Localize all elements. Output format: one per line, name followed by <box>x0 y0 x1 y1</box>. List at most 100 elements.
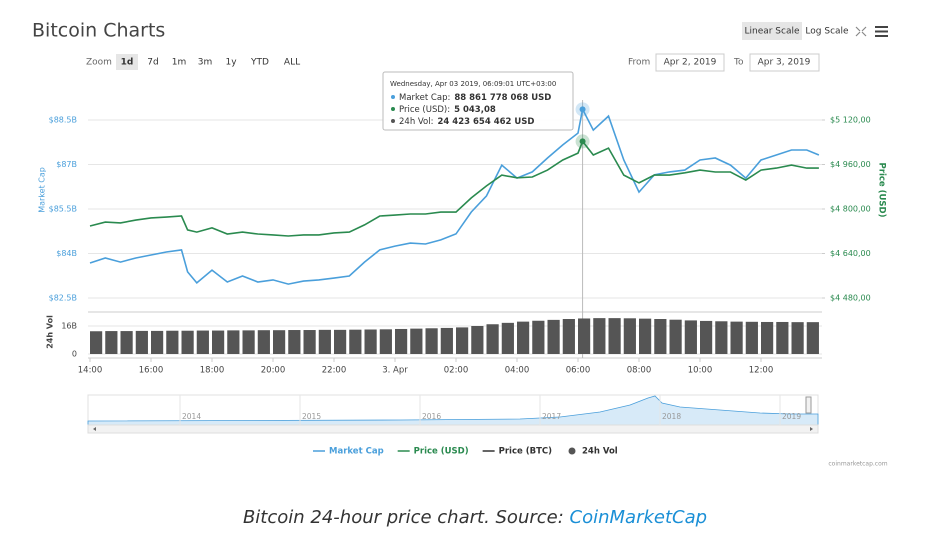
tooltip-bullet <box>391 107 395 111</box>
navigator-year: 2017 <box>542 412 561 421</box>
tooltip-bullet <box>391 95 395 99</box>
volume-bar <box>410 328 423 354</box>
volume-bar <box>379 329 392 354</box>
legend-label[interactable]: Price (BTC) <box>499 447 552 457</box>
from-input[interactable] <box>655 53 725 72</box>
navigator-year: 2016 <box>422 412 441 421</box>
navigator-year: 2015 <box>302 412 321 421</box>
from-label: From <box>628 58 650 68</box>
volume-bar <box>669 319 682 354</box>
navigator-year: 2019 <box>782 412 801 421</box>
legend-label[interactable]: 24h Vol <box>582 447 618 457</box>
volume-bar <box>212 330 225 354</box>
zoom-button[interactable]: ALL <box>284 58 300 68</box>
caption-link[interactable]: CoinMarketCap <box>569 507 708 528</box>
volume-bar <box>456 327 469 354</box>
y2-tick-label: $4 480,00 <box>830 294 871 303</box>
x-tick-label: 18:00 <box>200 366 225 376</box>
volume-bar <box>608 318 621 354</box>
hover-point <box>579 106 586 113</box>
tooltip-line: Price (USD): 5 043,08 <box>399 105 496 115</box>
volume-bar <box>486 324 499 354</box>
volume-bar <box>105 331 118 354</box>
volume-bar <box>151 330 164 354</box>
legend-label[interactable]: Price (USD) <box>414 447 469 457</box>
x-tick-label: 3. Apr <box>382 366 408 376</box>
volume-bar <box>639 318 652 354</box>
y2-tick-label: $5 120,00 <box>830 116 871 125</box>
zoom-button[interactable]: 3m <box>198 58 213 68</box>
y2-tick-label: $4 960,00 <box>830 160 871 169</box>
tooltip-date: Wednesday, Apr 03 2019, 06:09:01 UTC+03:… <box>390 80 556 88</box>
y2-tick-label: $4 640,00 <box>830 249 871 258</box>
zoom-button[interactable]: 1d <box>121 58 134 68</box>
legend-label[interactable]: Market Cap <box>329 447 384 457</box>
volume-bar <box>227 330 240 354</box>
title: Bitcoin Charts <box>32 20 165 42</box>
volume-bar <box>303 330 316 354</box>
tooltip-line: Market Cap: 88 861 778 068 USD <box>399 93 551 103</box>
volume-bar <box>700 320 713 354</box>
navigator-year: 2018 <box>662 412 681 421</box>
zoom-button[interactable]: 1m <box>172 58 187 68</box>
volume-bar <box>654 319 667 354</box>
volume-bar <box>334 329 347 354</box>
zoom-button[interactable]: 1y <box>225 58 237 68</box>
y-tick-label: $87B <box>56 160 77 169</box>
volume-bar <box>578 318 591 354</box>
tooltip-value: 5 043,08 <box>454 105 496 115</box>
volume-bar <box>288 330 301 354</box>
x-tick-label: 02:00 <box>444 366 469 376</box>
linear-scale[interactable]: Linear Scale <box>744 27 800 37</box>
tooltip: Wednesday, Apr 03 2019, 06:09:01 UTC+03:… <box>382 71 574 131</box>
volume-bar <box>684 320 697 354</box>
tooltip-value: 88 861 778 068 USD <box>454 93 551 103</box>
scrollbar[interactable] <box>87 424 819 434</box>
x-tick-label: 06:00 <box>566 366 591 376</box>
x-tick-label: 08:00 <box>627 366 652 376</box>
log-scale[interactable]: Log Scale <box>805 27 849 37</box>
zoom-button[interactable]: 7d <box>147 58 158 68</box>
volume-bar <box>166 330 179 354</box>
x-tick-label: 16:00 <box>139 366 164 376</box>
x-tick-label: 12:00 <box>749 366 774 376</box>
volume-bar <box>257 330 270 354</box>
y3-axis-label: 24h Vol <box>46 315 55 349</box>
y-tick-label: $88.5B <box>49 116 77 125</box>
volume-bar <box>364 329 377 354</box>
from-date: Apr 2, 2019 <box>664 58 717 68</box>
navigator-year: 2014 <box>182 412 201 421</box>
volume-bar <box>135 330 148 354</box>
y3-tick-label: 16B <box>61 322 77 331</box>
legend-symbol[interactable] <box>568 447 576 455</box>
y-tick-label: $82.5B <box>49 294 77 303</box>
caption-text: Bitcoin 24-hour price chart. Source: <box>242 507 570 528</box>
volume-bar <box>517 321 530 354</box>
series-line <box>89 106 820 285</box>
volume-bar <box>547 319 560 354</box>
to-input[interactable] <box>749 53 820 72</box>
volume-bar <box>761 321 774 354</box>
x-tick-label: 10:00 <box>688 366 713 376</box>
volume-bar <box>501 322 514 354</box>
volume-bar <box>196 330 209 354</box>
tooltip-bullet <box>391 119 395 123</box>
x-tick-label: 14:00 <box>78 366 103 376</box>
hover-point <box>579 138 586 145</box>
volume-bar <box>623 318 636 354</box>
zoom-button[interactable]: YTD <box>250 58 269 68</box>
navigator-handle[interactable] <box>805 396 812 414</box>
x-tick-label: 22:00 <box>322 366 347 376</box>
fullscreen-icon[interactable] <box>855 26 867 37</box>
tooltip-line: 24h Vol: 24 423 654 462 USD <box>399 117 534 127</box>
volume-bar <box>593 318 606 354</box>
to-label: To <box>733 58 744 68</box>
volume-bar <box>181 330 194 354</box>
volume-bar <box>471 326 484 354</box>
volume-bar <box>120 331 133 354</box>
menu-icon[interactable] <box>875 26 888 37</box>
y-tick-label: $84B <box>56 249 77 258</box>
caption: Bitcoin 24-hour price chart. Source: Coi… <box>0 507 930 528</box>
